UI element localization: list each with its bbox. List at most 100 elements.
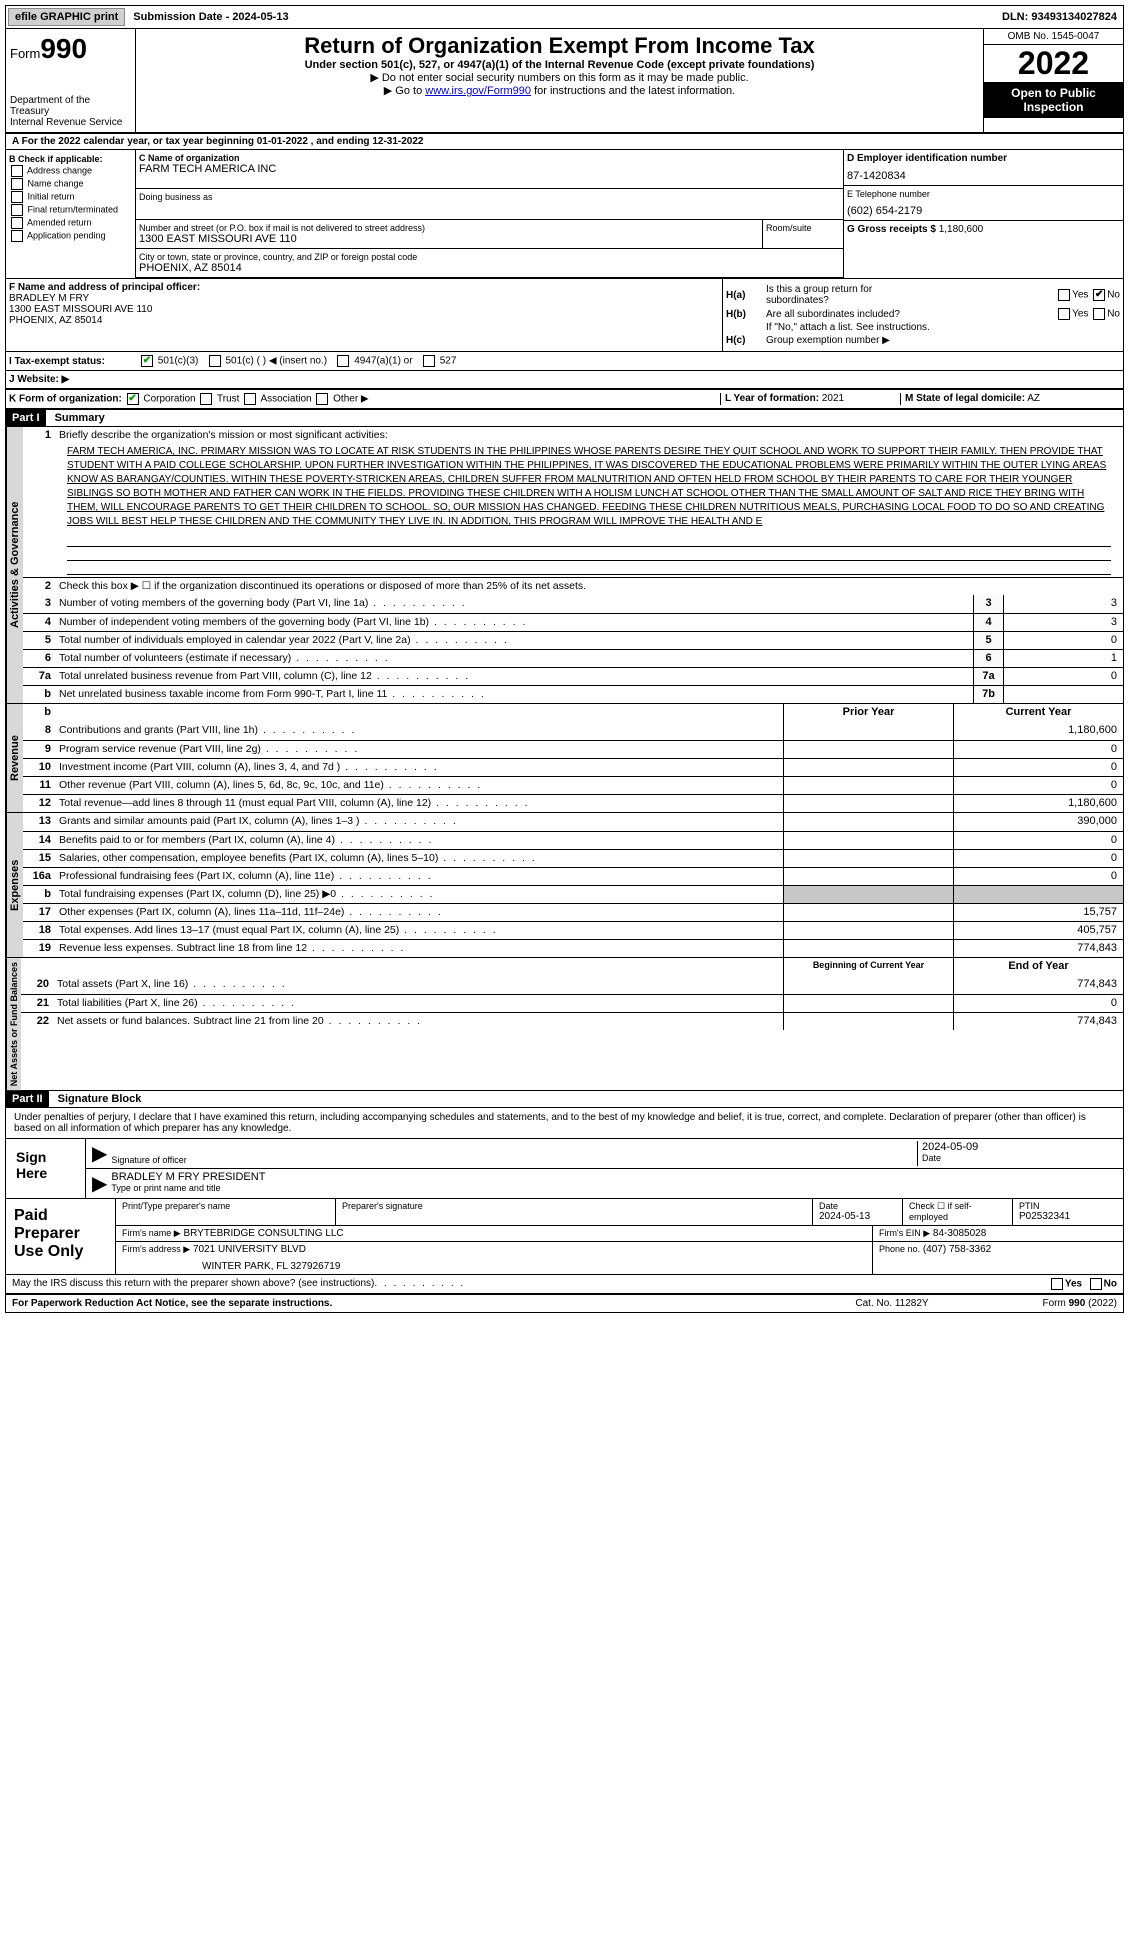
prior-value bbox=[783, 850, 953, 867]
prior-value bbox=[783, 832, 953, 849]
line-box: 7b bbox=[973, 686, 1003, 703]
part-ii-title: Signature Block bbox=[52, 1091, 148, 1107]
chk-other[interactable] bbox=[316, 393, 328, 405]
part-ii-header: Part II bbox=[6, 1091, 49, 1107]
officer-addr1: 1300 EAST MISSOURI AVE 110 bbox=[9, 304, 719, 315]
chk-hb-yes[interactable] bbox=[1058, 308, 1070, 320]
line-1-num: 1 bbox=[23, 427, 55, 577]
lbl-corp: Corporation bbox=[143, 394, 195, 405]
firm-phone-value: (407) 758-3362 bbox=[923, 1244, 991, 1255]
sec-l-label: L Year of formation: bbox=[725, 393, 819, 404]
line-text: Number of voting members of the governin… bbox=[55, 595, 973, 613]
prior-value bbox=[783, 813, 953, 831]
line-num: 5 bbox=[23, 632, 55, 649]
side-net-assets: Net Assets or Fund Balances bbox=[6, 958, 21, 1090]
line-num: 8 bbox=[23, 722, 55, 740]
omb-number: OMB No. 1545-0047 bbox=[984, 29, 1123, 45]
mission-text: FARM TECH AMERICA, INC. PRIMARY MISSION … bbox=[59, 441, 1119, 533]
line-text: Total unrelated business revenue from Pa… bbox=[55, 668, 973, 685]
lbl-initial-return: Initial return bbox=[28, 191, 75, 201]
chk-4947[interactable] bbox=[337, 355, 349, 367]
begin-value bbox=[783, 976, 953, 994]
hc-text: Group exemption number ▶ bbox=[766, 335, 1120, 346]
line-num: 18 bbox=[23, 922, 55, 939]
prior-value bbox=[783, 904, 953, 921]
irs-link[interactable]: www.irs.gov/Form990 bbox=[425, 85, 531, 97]
ein-label: D Employer identification number bbox=[847, 153, 1120, 164]
paperwork-notice: For Paperwork Reduction Act Notice, see … bbox=[12, 1298, 817, 1309]
chk-app-pending[interactable] bbox=[11, 230, 23, 242]
line-box: 4 bbox=[973, 614, 1003, 631]
line-num: 4 bbox=[23, 614, 55, 631]
chk-final-return[interactable] bbox=[11, 204, 23, 216]
chk-527[interactable] bbox=[423, 355, 435, 367]
section-b: B Check if applicable: Address change Na… bbox=[6, 150, 136, 278]
submission-date: Submission Date - 2024-05-13 bbox=[127, 9, 294, 25]
begin-value bbox=[783, 1013, 953, 1030]
org-name: FARM TECH AMERICA INC bbox=[139, 163, 840, 175]
state-domicile: AZ bbox=[1027, 393, 1040, 404]
line-text: Total revenue—add lines 8 through 11 (mu… bbox=[55, 795, 783, 812]
line-num: 22 bbox=[21, 1013, 53, 1030]
line-text: Program service revenue (Part VIII, line… bbox=[55, 741, 783, 758]
cat-number: Cat. No. 11282Y bbox=[817, 1298, 967, 1309]
chk-initial-return[interactable] bbox=[11, 191, 23, 203]
form-subtitle: Under section 501(c), 527, or 4947(a)(1)… bbox=[140, 59, 979, 71]
discuss-text: May the IRS discuss this return with the… bbox=[12, 1278, 374, 1290]
line-text: Total fundraising expenses (Part IX, col… bbox=[55, 886, 783, 903]
firm-phone-label: Phone no. bbox=[879, 1244, 920, 1254]
chk-discuss-yes[interactable] bbox=[1051, 1278, 1063, 1290]
chk-name-change[interactable] bbox=[11, 178, 23, 190]
line-box: 5 bbox=[973, 632, 1003, 649]
footer-year: (2022) bbox=[1085, 1298, 1117, 1309]
line-num: 13 bbox=[23, 813, 55, 831]
officer-addr2: PHOENIX, AZ 85014 bbox=[9, 315, 719, 326]
sec-k-label: K Form of organization: bbox=[9, 394, 122, 405]
part-i-title: Summary bbox=[49, 410, 111, 426]
line-num: 15 bbox=[23, 850, 55, 867]
ha-text: Is this a group return for bbox=[766, 284, 872, 295]
line-text: Revenue less expenses. Subtract line 18 … bbox=[55, 940, 783, 957]
part-i-header: Part I bbox=[6, 410, 46, 426]
chk-ha-yes[interactable] bbox=[1058, 289, 1070, 301]
prior-value bbox=[783, 886, 953, 903]
prior-value bbox=[783, 940, 953, 957]
chk-discuss-no[interactable] bbox=[1090, 1278, 1102, 1290]
firm-addr-value: 7021 UNIVERSITY BLVD bbox=[193, 1244, 306, 1255]
tax-year: 2022 bbox=[984, 45, 1123, 82]
line-num: 3 bbox=[23, 595, 55, 613]
form-number: 990 bbox=[40, 33, 87, 64]
lbl-527: 527 bbox=[440, 356, 457, 367]
chk-corp[interactable] bbox=[127, 393, 139, 405]
line-text: Total number of individuals employed in … bbox=[55, 632, 973, 649]
sec-m-label: M State of legal domicile: bbox=[905, 393, 1025, 404]
line-num: 19 bbox=[23, 940, 55, 957]
line-num: 20 bbox=[21, 976, 53, 994]
line-text: Contributions and grants (Part VIII, lin… bbox=[55, 722, 783, 740]
chk-address-change[interactable] bbox=[11, 165, 23, 177]
sign-here-label: Sign Here bbox=[6, 1139, 86, 1198]
line-text: Other expenses (Part IX, column (A), lin… bbox=[55, 904, 783, 921]
chk-trust[interactable] bbox=[200, 393, 212, 405]
line-text: Salaries, other compensation, employee b… bbox=[55, 850, 783, 867]
current-value: 15,757 bbox=[953, 904, 1123, 921]
efile-button[interactable]: efile GRAPHIC print bbox=[8, 8, 125, 26]
chk-ha-no[interactable] bbox=[1093, 289, 1105, 301]
hc-note: If "No," attach a list. See instructions… bbox=[726, 322, 1120, 333]
line-value: 1 bbox=[1003, 650, 1123, 667]
chk-assoc[interactable] bbox=[244, 393, 256, 405]
dln-label: DLN: 93493134027824 bbox=[996, 9, 1123, 25]
chk-amended[interactable] bbox=[11, 217, 23, 229]
line-text: Total assets (Part X, line 16) bbox=[53, 976, 783, 994]
current-value: 390,000 bbox=[953, 813, 1123, 831]
chk-501c[interactable] bbox=[209, 355, 221, 367]
lbl-name-change: Name change bbox=[28, 178, 84, 188]
check-self-label: Check ☐ if self-employed bbox=[909, 1201, 1006, 1222]
dept-treasury: Department of the Treasury bbox=[10, 95, 131, 117]
chk-hb-no[interactable] bbox=[1093, 308, 1105, 320]
current-value: 0 bbox=[953, 741, 1123, 758]
sig-arrow-icon: ▶ bbox=[92, 1141, 107, 1166]
current-value: 774,843 bbox=[953, 940, 1123, 957]
line-text: Total liabilities (Part X, line 26) bbox=[53, 995, 783, 1012]
chk-501c3[interactable] bbox=[141, 355, 153, 367]
